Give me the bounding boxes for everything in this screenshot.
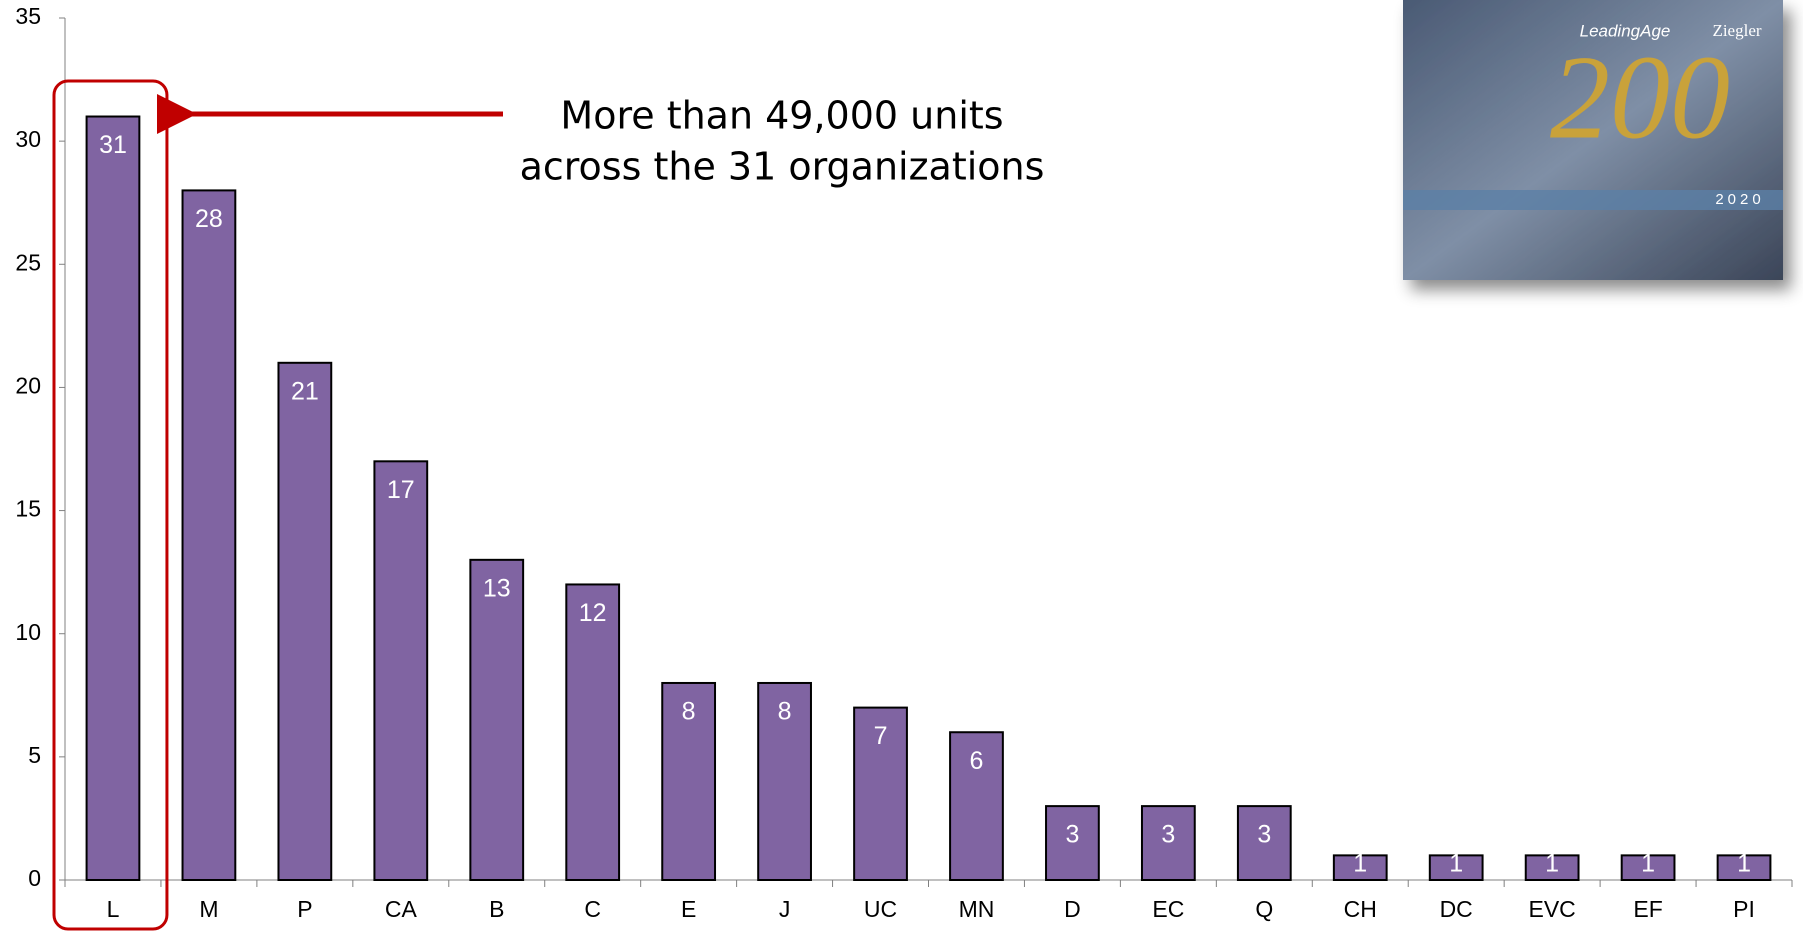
- bar: [853, 706, 908, 881]
- value-label: 1: [1353, 850, 1367, 878]
- value-label: 28: [195, 205, 223, 233]
- x-tick-label: PI: [1733, 896, 1755, 922]
- cover-brand: LeadingAge: [1580, 21, 1671, 40]
- value-label: 8: [778, 698, 792, 726]
- x-tick-label: EVC: [1528, 896, 1575, 922]
- bar: [1428, 854, 1484, 881]
- bar: [1236, 805, 1292, 881]
- x-tick-label: C: [584, 896, 601, 922]
- x-tick-label: M: [199, 896, 218, 922]
- value-label: 12: [579, 599, 607, 627]
- value-label: 6: [970, 747, 984, 775]
- bar: [565, 583, 621, 881]
- value-label: 1: [1737, 850, 1751, 878]
- x-tick-label: Q: [1255, 896, 1273, 922]
- x-tick-label: D: [1064, 896, 1081, 922]
- x-tick-label: DC: [1440, 896, 1473, 922]
- bar: [757, 681, 812, 881]
- y-tick-label: 20: [15, 373, 41, 399]
- bar: [1716, 854, 1772, 881]
- cover-photo: [1403, 0, 1783, 280]
- bar: [1332, 854, 1388, 881]
- value-label: 13: [483, 574, 511, 602]
- annotation: More than 49,000 units: [560, 94, 1003, 138]
- annotation: across the 31 organizations: [520, 145, 1045, 189]
- y-tick-label: 25: [15, 249, 41, 275]
- cover-year: 2020: [1715, 191, 1764, 208]
- bar: [1524, 854, 1580, 881]
- x-tick-label: B: [489, 896, 504, 922]
- y-tick-label: 5: [28, 742, 41, 768]
- value-label: 1: [1641, 850, 1655, 878]
- x-tick-label: MN: [959, 896, 995, 922]
- y-tick-label: 15: [15, 496, 41, 522]
- value-label: 3: [1257, 821, 1271, 849]
- bar: [181, 189, 237, 881]
- x-tick-label: L: [107, 896, 120, 922]
- value-label: 17: [387, 476, 415, 504]
- value-label: 1: [1449, 850, 1463, 878]
- bar: [85, 115, 141, 881]
- y-tick-label: 35: [15, 3, 41, 29]
- y-tick-label: 10: [15, 619, 41, 645]
- bar: [949, 731, 1004, 881]
- x-tick-label: J: [779, 896, 791, 922]
- value-label: 7: [874, 722, 888, 750]
- x-tick-label: CA: [385, 896, 418, 922]
- value-label: 31: [99, 131, 127, 159]
- x-tick-label: E: [681, 896, 696, 922]
- y-tick-label: 0: [28, 865, 41, 891]
- bar: [469, 558, 525, 881]
- bar: [1620, 854, 1676, 881]
- bar: [277, 361, 333, 881]
- value-label: 3: [1065, 821, 1079, 849]
- bar: [1045, 805, 1100, 881]
- cover-partner: Ziegler: [1712, 21, 1761, 40]
- cover-headline: 200: [1550, 31, 1730, 164]
- value-label: 21: [291, 377, 319, 405]
- bar: [1140, 805, 1196, 881]
- x-tick-label: EF: [1633, 896, 1662, 922]
- value-label: 3: [1161, 821, 1175, 849]
- cover-image: LeadingAge Ziegler 200 2020: [1403, 0, 1783, 280]
- x-tick-label: UC: [864, 896, 897, 922]
- value-label: 1: [1545, 850, 1559, 878]
- bar: [373, 460, 429, 881]
- x-tick-label: CH: [1344, 896, 1377, 922]
- highlight-box: [52, 79, 169, 931]
- x-tick-label: EC: [1152, 896, 1184, 922]
- bar: [661, 681, 717, 881]
- cover-band: [1403, 190, 1783, 210]
- y-tick-label: 30: [15, 126, 41, 152]
- x-tick-label: P: [297, 896, 312, 922]
- value-label: 8: [682, 698, 696, 726]
